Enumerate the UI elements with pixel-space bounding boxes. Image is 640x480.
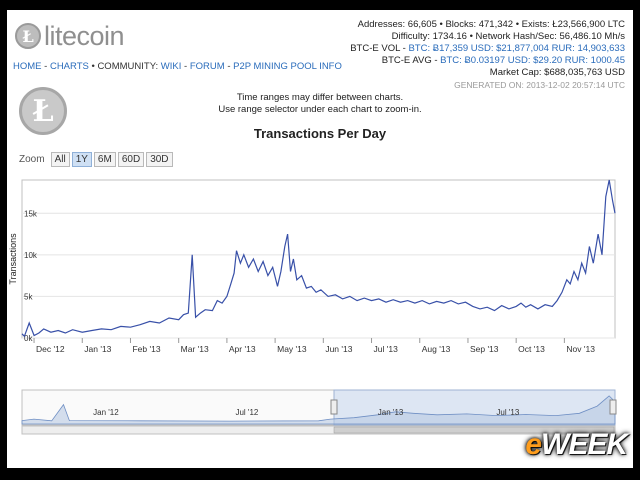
x-tick-label: Oct '13 [518,344,545,354]
navigator-scrollbar [21,425,616,435]
stats-addresses-line: Addresses: 66,605 • Blocks: 471,342 • Ex… [357,19,625,30]
zoom-6m-button[interactable]: 6M [93,152,116,167]
generated-timestamp: GENERATED ON: 2013-12-02 20:57:14 UTC [454,80,625,90]
litecoin-coin-icon: Ł [15,23,41,49]
x-tick-label: Nov '13 [566,344,595,354]
litecoin-logo[interactable]: Ł litecoin [15,20,125,51]
transactions-series-line [21,179,616,338]
note-line-1: Time ranges may differ between charts. [236,92,404,103]
zoom-selector: Zoom All 1Y 6M 60D 30D [19,152,175,167]
x-tick-label: Jun '13 [325,344,352,354]
nav-separator: - [227,61,231,72]
x-tick-label: Sep '13 [470,344,499,354]
y-axis-label: Transactions [8,233,18,285]
y-tick-label: 0k [24,334,33,343]
x-tick-label: Jan '13 [84,344,111,354]
nav-separator: - [184,61,188,72]
navigator-tick-label: Jul '12 [235,408,258,417]
zoom-all-button[interactable]: All [50,152,70,167]
zoom-1y-button[interactable]: 1Y [71,152,92,167]
stats-market-cap: Market Cap: $688,035,763 USD [489,67,625,78]
nav-charts-link[interactable]: CHARTS [49,61,89,72]
nav-pool-link[interactable]: P2P MINING POOL INFO [233,61,342,72]
y-tick-label: 5k [24,292,33,301]
nav-wiki-link[interactable]: WIKI [160,61,182,72]
navigator-scrollbar-thumb [333,426,615,434]
litecoin-emblem-icon: Ł [19,87,67,135]
x-tick-label: Jul '13 [374,344,399,354]
navigator-tick-label: Jan '12 [93,408,119,417]
average-label: BTC-E AVG - [381,55,438,66]
plot-area [21,179,616,339]
x-tick-label: Apr '13 [229,344,256,354]
page: Ł litecoin HOME - CHARTS • COMMUNITY: WI… [7,10,633,468]
stats-difficulty-line: Difficulty: 1734.16 • Network Hash/Sec: … [391,31,625,42]
stats-volume-line: BTC-E VOL - BTC: Ƀ17,359 USD: $21,877,00… [350,43,625,55]
network-stats: Addresses: 66,605 • Blocks: 471,342 • Ex… [350,19,625,91]
zoom-30d-button[interactable]: 30D [146,152,173,167]
nav-community-label: • COMMUNITY: [91,61,159,72]
volume-label: BTC-E VOL - [350,43,406,54]
time-range-note: Time ranges may differ between charts. U… [7,92,633,116]
note-line-2: Use range selector under each chart to z… [218,104,422,115]
navigator-handle [330,399,338,415]
navigator-tick-label: Jan '13 [378,408,404,417]
eweek-watermark: eWEEK [525,428,628,461]
y-tick-label: 10k [24,251,38,260]
navigator-handle [609,399,617,415]
top-nav: HOME - CHARTS • COMMUNITY: WIKI - FORUM … [13,61,342,72]
x-tick-label: May '13 [277,344,307,354]
zoom-label: Zoom [19,154,45,165]
zoom-60d-button[interactable]: 60D [117,152,145,167]
transactions-chart[interactable]: 0k 5k 10k 15k Transactions Dec '12 Jan '13 Feb … [7,170,633,468]
x-tick-label: Feb '13 [132,344,160,354]
chart-title: Transactions Per Day [253,126,387,141]
average-value: BTC: Ƀ0.03197 USD: $29.20 RUR: 1000.45 [440,55,625,66]
navigator-tick-label: Jul '13 [496,408,519,417]
nav-separator: - [44,61,48,72]
volume-value: BTC: Ƀ17,359 USD: $21,877,004 RUR: 14,90… [408,43,625,54]
y-tick-label: 15k [24,209,38,218]
stats-average-line: BTC-E AVG - BTC: Ƀ0.03197 USD: $29.20 RU… [350,55,625,67]
x-tick-label: Dec '12 [36,344,65,354]
navigator-series-area [21,395,616,425]
x-tick-label: Aug '13 [422,344,451,354]
x-tick-label: Mar '13 [181,344,209,354]
chart-svg: 0k 5k 10k 15k Transactions Dec '12 Jan '13 Feb … [8,179,617,435]
nav-forum-link[interactable]: FORUM [189,61,225,72]
nav-home-link[interactable]: HOME [13,61,42,72]
logo-wordmark: litecoin [44,20,125,51]
